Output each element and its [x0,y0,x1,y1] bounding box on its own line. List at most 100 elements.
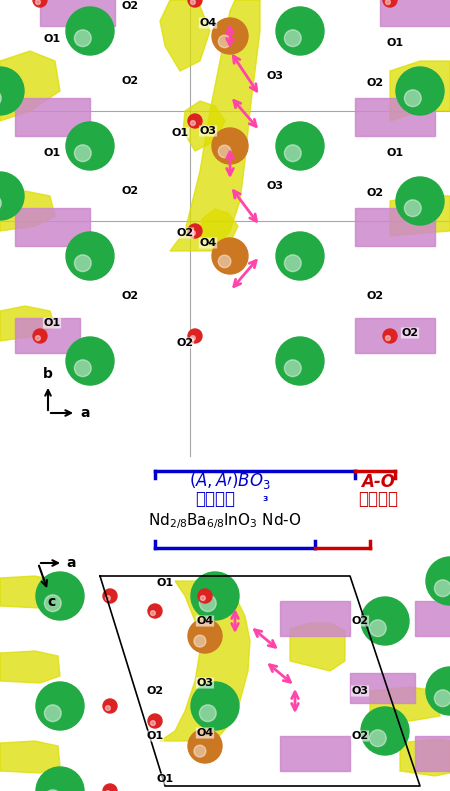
Circle shape [369,620,386,637]
Polygon shape [400,739,450,776]
Text: ユニット: ユニット [195,490,235,508]
Bar [280,601,350,636]
Text: ³: ³ [262,495,267,508]
Polygon shape [0,191,55,231]
Text: O4: O4 [199,238,216,248]
Circle shape [361,597,409,645]
Circle shape [276,122,324,170]
Circle shape [284,30,301,47]
Circle shape [212,238,248,274]
Circle shape [74,360,91,377]
Circle shape [396,177,444,225]
Circle shape [148,604,162,618]
Text: O1: O1 [44,148,61,158]
Circle shape [190,335,195,341]
Circle shape [426,667,450,715]
Circle shape [188,224,202,238]
Bar [0,0,450,461]
Circle shape [199,595,216,611]
Text: O3: O3 [351,686,369,696]
Circle shape [434,580,450,596]
Bar [15,208,90,246]
Circle shape [74,255,91,271]
Circle shape [276,7,324,55]
Polygon shape [390,61,450,121]
Text: O1: O1 [44,318,61,328]
Text: O4: O4 [196,728,214,738]
Circle shape [105,706,110,710]
Polygon shape [0,51,60,121]
Circle shape [188,0,202,7]
Circle shape [36,572,84,620]
Text: c: c [47,595,55,609]
Circle shape [426,557,450,605]
Circle shape [218,255,231,267]
Polygon shape [0,651,60,683]
Circle shape [361,707,409,755]
Circle shape [194,635,206,647]
Circle shape [218,35,231,47]
Circle shape [74,30,91,47]
Circle shape [190,231,195,236]
Circle shape [150,611,155,615]
Circle shape [386,335,390,341]
Text: O2: O2 [401,328,419,338]
Polygon shape [390,195,450,236]
Text: O3: O3 [199,126,216,136]
Text: O1: O1 [157,774,174,784]
Circle shape [0,90,1,107]
Circle shape [276,232,324,280]
Circle shape [369,730,386,747]
Text: O2: O2 [122,186,139,196]
Circle shape [0,172,24,220]
Text: O1: O1 [387,38,404,48]
Bar [350,673,415,703]
Text: O3: O3 [197,678,213,688]
Circle shape [383,0,397,7]
Text: O1: O1 [146,731,163,741]
Bar [415,601,450,636]
Bar [380,0,450,26]
Text: O4: O4 [196,616,214,626]
Circle shape [33,0,47,7]
Bar [415,736,450,771]
Circle shape [212,128,248,164]
Text: O2: O2 [146,686,163,696]
Text: ユニット: ユニット [358,490,398,508]
Polygon shape [370,687,440,721]
Polygon shape [183,101,225,151]
Circle shape [66,122,114,170]
Circle shape [103,699,117,713]
Circle shape [148,714,162,728]
Circle shape [434,690,450,706]
Circle shape [150,721,155,725]
Circle shape [188,619,222,653]
Circle shape [36,767,84,791]
Circle shape [66,337,114,385]
Circle shape [188,114,202,128]
Text: O1: O1 [171,128,189,138]
Text: O1: O1 [387,148,404,158]
Text: O2: O2 [122,291,139,301]
Text: $\mathrm{Nd}_{2/8}\mathrm{Ba}_{6/8}\mathrm{InO}_3$ Nd-O: $\mathrm{Nd}_{2/8}\mathrm{Ba}_{6/8}\math… [148,511,302,531]
Text: O2: O2 [351,616,369,626]
Text: O1: O1 [44,34,61,44]
Bar [355,318,435,353]
Circle shape [199,705,216,721]
Polygon shape [160,581,250,741]
Circle shape [33,329,47,343]
Text: O3: O3 [266,71,284,81]
Circle shape [383,329,397,343]
Circle shape [66,7,114,55]
Text: A-O: A-O [361,473,395,491]
Circle shape [74,145,91,161]
Circle shape [284,360,301,377]
Polygon shape [0,306,55,341]
Bar [15,98,90,136]
Polygon shape [0,741,60,773]
Text: O2: O2 [176,338,194,348]
Circle shape [212,18,248,54]
Circle shape [284,255,301,271]
Circle shape [191,572,239,620]
Circle shape [405,200,421,217]
